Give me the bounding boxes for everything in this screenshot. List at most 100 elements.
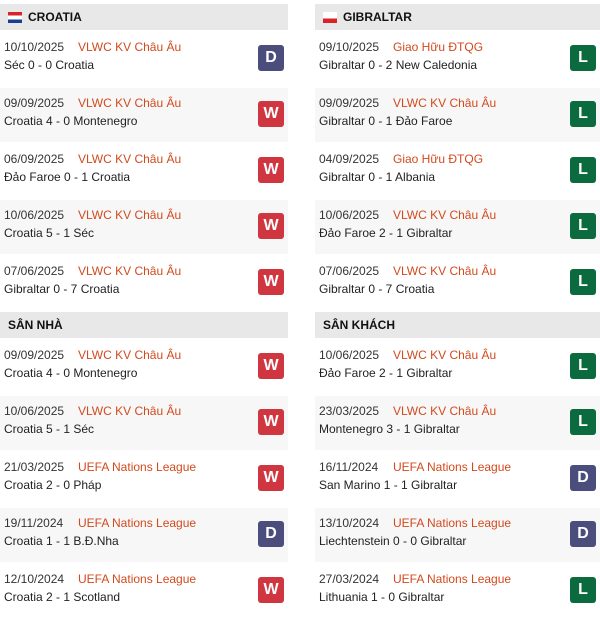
team-header: GIBRALTAR xyxy=(315,4,600,30)
result-badge: D xyxy=(570,465,596,491)
match-date: 04/09/2025 xyxy=(319,152,380,166)
croatia-column: CROATIA 10/10/2025 VLWC KV Châu Âu Séc 0… xyxy=(0,4,288,618)
match-score: Gibraltar 0 - 2 New Caledonia xyxy=(319,58,478,72)
match-row[interactable]: 27/03/2024 UEFA Nations League Lithuania… xyxy=(315,564,600,618)
competition-link[interactable]: UEFA Nations League xyxy=(393,516,512,530)
match-row[interactable]: 04/09/2025 Giao Hữu ĐTQG Gibraltar 0 - 1… xyxy=(315,144,600,198)
competition-link[interactable]: VLWC KV Châu Âu xyxy=(78,348,182,362)
match-score: Croatia 2 - 1 Scotland xyxy=(4,590,121,604)
match-score: Gibraltar 0 - 7 Croatia xyxy=(319,282,435,296)
match-row[interactable]: 09/10/2025 Giao Hữu ĐTQG Gibraltar 0 - 2… xyxy=(315,32,600,86)
match-score: Croatia 4 - 0 Montenegro xyxy=(4,366,138,380)
match-score: Croatia 5 - 1 Séc xyxy=(4,422,95,436)
match-row[interactable]: 09/09/2025 VLWC KV Châu Âu Gibraltar 0 -… xyxy=(315,88,600,142)
competition-link[interactable]: VLWC KV Châu Âu xyxy=(78,404,182,418)
match-row[interactable]: 09/09/2025 VLWC KV Châu Âu Croatia 4 - 0… xyxy=(0,340,288,394)
match-row[interactable]: 07/06/2025 VLWC KV Châu Âu Gibraltar 0 -… xyxy=(315,256,600,310)
result-badge: D xyxy=(258,521,284,547)
result-badge: L xyxy=(570,353,596,379)
match-date: 10/06/2025 xyxy=(4,208,65,222)
match-date: 21/03/2025 xyxy=(4,460,65,474)
match-score: Séc 0 - 0 Croatia xyxy=(4,58,95,72)
competition-link[interactable]: Giao Hữu ĐTQG xyxy=(393,152,484,166)
competition-link[interactable]: VLWC KV Châu Âu xyxy=(393,348,497,362)
match-row[interactable]: 12/10/2024 UEFA Nations League Croatia 2… xyxy=(0,564,288,618)
section-title: SÂN NHÀ xyxy=(8,318,63,332)
gibraltar-flag-icon xyxy=(323,11,337,23)
competition-link[interactable]: UEFA Nations League xyxy=(393,572,512,586)
match-score: Đảo Faroe 0 - 1 Croatia xyxy=(4,170,131,184)
competition-link[interactable]: VLWC KV Châu Âu xyxy=(393,264,497,278)
match-date: 27/03/2024 xyxy=(319,572,380,586)
match-score: Liechtenstein 0 - 0 Gibraltar xyxy=(319,534,467,548)
match-score: Gibraltar 0 - 1 Đảo Faroe xyxy=(319,114,453,128)
competition-link[interactable]: VLWC KV Châu Âu xyxy=(78,152,182,166)
competition-link[interactable]: VLWC KV Châu Âu xyxy=(78,264,182,278)
croatia-flag-icon xyxy=(8,11,22,23)
match-score: Gibraltar 0 - 1 Albania xyxy=(319,170,436,184)
competition-link[interactable]: Giao Hữu ĐTQG xyxy=(393,40,484,54)
match-row[interactable]: 10/06/2025 VLWC KV Châu Âu Đảo Faroe 2 -… xyxy=(315,340,600,394)
match-date: 10/10/2025 xyxy=(4,40,65,54)
match-date: 07/06/2025 xyxy=(4,264,65,278)
result-badge: W xyxy=(258,213,284,239)
match-score: Gibraltar 0 - 7 Croatia xyxy=(4,282,120,296)
competition-link[interactable]: UEFA Nations League xyxy=(78,460,197,474)
match-row[interactable]: 10/06/2025 VLWC KV Châu Âu Đảo Faroe 2 -… xyxy=(315,200,600,254)
match-date: 23/03/2025 xyxy=(319,404,380,418)
team-name: GIBRALTAR xyxy=(343,10,412,24)
result-badge: L xyxy=(570,101,596,127)
match-date: 10/06/2025 xyxy=(319,348,380,362)
match-row[interactable]: 23/03/2025 VLWC KV Châu Âu Montenegro 3 … xyxy=(315,396,600,450)
team-header: CROATIA xyxy=(0,4,288,30)
competition-link[interactable]: VLWC KV Châu Âu xyxy=(78,40,182,54)
match-row[interactable]: 16/11/2024 UEFA Nations League San Marin… xyxy=(315,452,600,506)
match-date: 09/09/2025 xyxy=(319,96,380,110)
result-badge: L xyxy=(570,213,596,239)
match-row[interactable]: 10/10/2025 VLWC KV Châu Âu Séc 0 - 0 Cro… xyxy=(0,32,288,86)
competition-link[interactable]: VLWC KV Châu Âu xyxy=(393,208,497,222)
match-date: 07/06/2025 xyxy=(319,264,380,278)
match-date: 10/06/2025 xyxy=(319,208,380,222)
section-title: SÂN KHÁCH xyxy=(323,318,395,332)
result-badge: L xyxy=(570,45,596,71)
result-badge: W xyxy=(258,157,284,183)
result-badge: L xyxy=(570,577,596,603)
result-badge: W xyxy=(258,577,284,603)
match-row[interactable]: 06/09/2025 VLWC KV Châu Âu Đảo Faroe 0 -… xyxy=(0,144,288,198)
match-date: 10/06/2025 xyxy=(4,404,65,418)
competition-link[interactable]: UEFA Nations League xyxy=(393,460,512,474)
match-row[interactable]: 19/11/2024 UEFA Nations League Croatia 1… xyxy=(0,508,288,562)
competition-link[interactable]: VLWC KV Châu Âu xyxy=(78,96,182,110)
match-score: Lithuania 1 - 0 Gibraltar xyxy=(319,590,445,604)
match-date: 16/11/2024 xyxy=(319,460,379,474)
competition-link[interactable]: UEFA Nations League xyxy=(78,516,197,530)
match-score: Montenegro 3 - 1 Gibraltar xyxy=(319,422,460,436)
section-header: SÂN KHÁCH xyxy=(315,312,600,338)
match-score: San Marino 1 - 1 Gibraltar xyxy=(319,478,458,492)
match-date: 09/10/2025 xyxy=(319,40,380,54)
result-badge: L xyxy=(570,157,596,183)
result-badge: D xyxy=(570,521,596,547)
match-row[interactable]: 10/06/2025 VLWC KV Châu Âu Croatia 5 - 1… xyxy=(0,396,288,450)
match-date: 12/10/2024 xyxy=(4,572,65,586)
match-score: Croatia 2 - 0 Pháp xyxy=(4,478,102,492)
gibraltar-column: GIBRALTAR 09/10/2025 Giao Hữu ĐTQG Gibra… xyxy=(315,4,600,618)
competition-link[interactable]: VLWC KV Châu Âu xyxy=(78,208,182,222)
match-date: 09/09/2025 xyxy=(4,348,65,362)
result-badge: W xyxy=(258,269,284,295)
match-row[interactable]: 21/03/2025 UEFA Nations League Croatia 2… xyxy=(0,452,288,506)
match-row[interactable]: 07/06/2025 VLWC KV Châu Âu Gibraltar 0 -… xyxy=(0,256,288,310)
result-badge: W xyxy=(258,465,284,491)
match-date: 06/09/2025 xyxy=(4,152,65,166)
match-date: 19/11/2024 xyxy=(4,516,64,530)
match-score: Đảo Faroe 2 - 1 Gibraltar xyxy=(319,366,453,380)
competition-link[interactable]: VLWC KV Châu Âu xyxy=(393,404,497,418)
match-score: Croatia 1 - 1 B.Đ.Nha xyxy=(4,534,119,548)
competition-link[interactable]: UEFA Nations League xyxy=(78,572,197,586)
result-badge: W xyxy=(258,353,284,379)
match-row[interactable]: 13/10/2024 UEFA Nations League Liechtens… xyxy=(315,508,600,562)
match-row[interactable]: 09/09/2025 VLWC KV Châu Âu Croatia 4 - 0… xyxy=(0,88,288,142)
competition-link[interactable]: VLWC KV Châu Âu xyxy=(393,96,497,110)
match-row[interactable]: 10/06/2025 VLWC KV Châu Âu Croatia 5 - 1… xyxy=(0,200,288,254)
